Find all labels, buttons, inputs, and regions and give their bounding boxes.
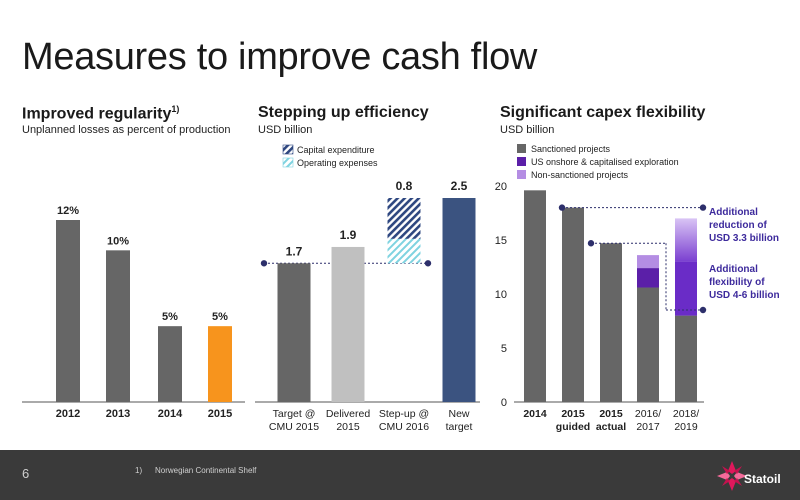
efficiency-tick-label: Step-up @ CMU 2016	[379, 408, 429, 433]
efficiency-bar	[331, 246, 365, 402]
capex-bar-segment	[637, 268, 659, 288]
capex-legend-label: Sanctioned projects	[531, 144, 611, 154]
footnote-text: Norwegian Continental Shelf	[155, 466, 257, 475]
efficiency-bar	[442, 198, 476, 402]
capex-ref-dot	[587, 240, 595, 247]
capex-legend-swatch	[517, 157, 526, 166]
efficiency-value-label: 1.7	[286, 244, 303, 258]
capex-ref-dot	[699, 306, 707, 314]
efficiency-value-label: 2.5	[451, 179, 468, 193]
slide-title: Measures to improve cash flow	[22, 36, 538, 78]
regularity-tick-label: 2015	[208, 408, 232, 420]
legend-label-capex: Capital expenditure	[297, 145, 375, 155]
legend-label-opex: Operating expenses	[297, 158, 378, 168]
efficiency-bar	[277, 263, 311, 402]
capex-bar-segment	[675, 218, 697, 262]
capex-bar-segment	[524, 190, 546, 402]
capex-bar-segment	[637, 287, 659, 402]
capex-bar-segment	[675, 315, 697, 402]
capex-ytick-label: 10	[495, 289, 507, 301]
capex-ref-dot	[699, 204, 707, 211]
capex-tick-label: 2014	[523, 408, 547, 420]
efficiency-tick-label: Delivered 2015	[326, 408, 371, 433]
efficiency-segment-opex	[387, 238, 421, 264]
capex-legend-swatch	[517, 170, 526, 179]
regularity-value-label: 12%	[57, 205, 79, 217]
regularity-tick-label: 2012	[56, 408, 80, 420]
capex-legend-label: Non-sanctioned projects	[531, 170, 629, 180]
footer-bar: 6 1) Norwegian Continental Shelf Statoil	[0, 450, 800, 500]
capex-bar-segment	[600, 243, 622, 402]
capex-title: Significant capex flexibility	[500, 104, 706, 121]
regularity-tick-label: 2013	[106, 408, 130, 420]
capex-ytick-label: 20	[495, 181, 507, 193]
efficiency-title: Stepping up efficiency	[258, 104, 429, 121]
capex-tick-label: 2015 guided	[556, 408, 590, 433]
capex-annotation-flexibility: Additional flexibility of USD 4-6 billion	[709, 264, 780, 301]
capex-ytick-label: 5	[501, 343, 507, 355]
capex-legend-label: US onshore & capitalised exploration	[531, 157, 679, 167]
capex-ytick-label: 15	[495, 235, 507, 247]
statoil-logo	[717, 461, 747, 491]
capex-tick-label: 2016/2017	[635, 408, 661, 433]
capex-bar-segment	[675, 261, 697, 316]
capex-subtitle: USD billion	[500, 124, 555, 136]
regularity-title: Improved regularity1)	[22, 104, 180, 123]
regularity-bar-2012	[56, 220, 80, 402]
regularity-bar-2013	[106, 250, 130, 402]
footnote-mark: 1)	[135, 466, 143, 475]
regularity-subtitle: Unplanned losses as percent of productio…	[22, 124, 231, 136]
regularity-value-label: 10%	[107, 235, 129, 247]
regularity-value-label: 5%	[212, 311, 228, 323]
efficiency-tick-label: New target	[446, 408, 473, 433]
capex-annotation-reduction: Additional reduction of USD 3.3 billion	[709, 207, 779, 244]
efficiency-value-label: 0.8	[396, 179, 413, 193]
page-number: 6	[22, 466, 30, 481]
efficiency-tick-label: Target @ CMU 2015	[269, 408, 319, 433]
capex-ytick-label: 0	[501, 397, 507, 409]
efficiency-ref-dot-right	[424, 260, 432, 267]
legend-swatch-opex	[282, 157, 294, 168]
regularity-bar-2014	[158, 326, 182, 402]
logo-text: Statoil	[744, 472, 781, 486]
regularity-bar-2015	[208, 326, 232, 402]
capex-bar-segment	[562, 207, 584, 402]
capex-tick-label: 2015 actual	[596, 408, 626, 433]
capex-legend-swatch	[517, 144, 526, 153]
regularity-tick-label: 2014	[158, 408, 183, 420]
capex-tick-label: 2018/2019	[673, 408, 699, 433]
efficiency-subtitle: USD billion	[258, 124, 313, 136]
efficiency-ref-dot-left	[260, 260, 268, 267]
legend-swatch-capex	[282, 144, 294, 155]
regularity-value-label: 5%	[162, 311, 178, 323]
efficiency-segment-capex	[387, 198, 421, 239]
efficiency-value-label: 1.9	[340, 228, 357, 242]
capex-bar-segment	[637, 255, 659, 269]
capex-ref-dot	[558, 204, 566, 211]
